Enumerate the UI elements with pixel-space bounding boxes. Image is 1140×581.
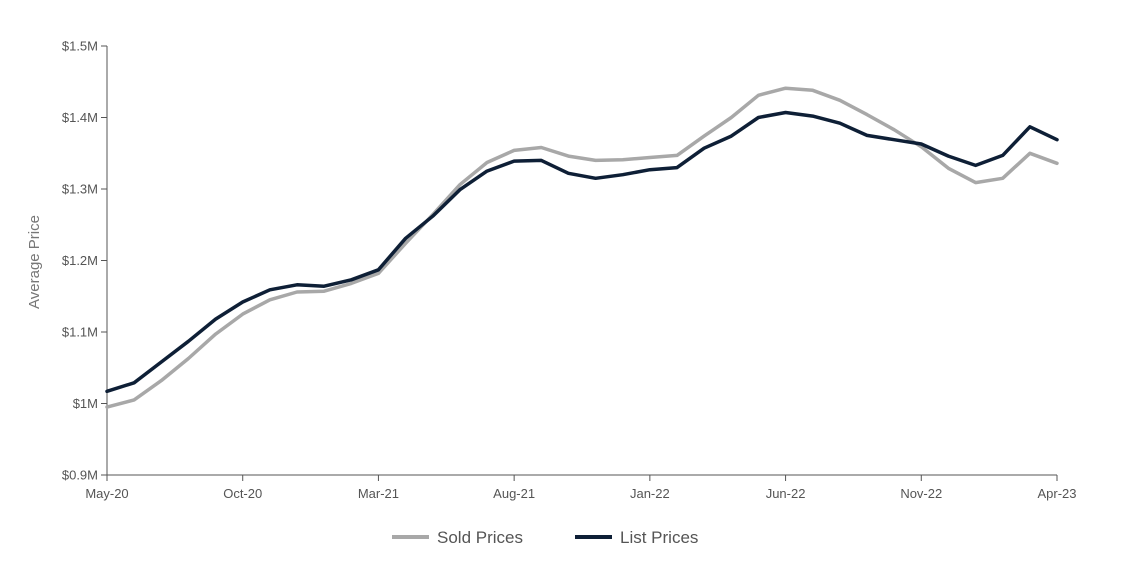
legend-label: List Prices [620, 528, 698, 547]
series-layer [105, 86, 1059, 409]
y-tick-label: $1.3M [62, 182, 98, 197]
x-axis: May-20 Oct-20 Mar-21 Aug-21 Jan-22 Jun-22 Nov-… [85, 474, 1077, 501]
x-tick-label: Jun-22 [766, 486, 806, 501]
y-axis: $0.9M $1M $1.1M $1.2M $1.3M $1.4M $1.5M [62, 39, 108, 483]
x-tick-label: Mar-21 [358, 486, 399, 501]
y-tick-label: $1.2M [62, 253, 98, 268]
y-tick-label: $1.4M [62, 110, 98, 125]
legend-label: Sold Prices [437, 528, 523, 547]
x-tick-label: Nov-22 [900, 486, 942, 501]
x-tick-label: Oct-20 [223, 486, 262, 501]
x-tick-label: Aug-21 [493, 486, 535, 501]
y-tick-label: $0.9M [62, 468, 98, 483]
y-axis-title: Average Price [26, 215, 43, 309]
x-tick-label: May-20 [85, 486, 128, 501]
y-tick-label: $1M [73, 396, 98, 411]
legend: Sold Prices List Prices [392, 528, 698, 547]
y-tick-label: $1.1M [62, 325, 98, 340]
series-line-list-prices [105, 110, 1059, 394]
y-tick-label: $1.5M [62, 39, 98, 54]
x-tick-label: Apr-23 [1037, 486, 1076, 501]
series-line-sold-prices [105, 86, 1059, 409]
x-tick-label: Jan-22 [630, 486, 670, 501]
